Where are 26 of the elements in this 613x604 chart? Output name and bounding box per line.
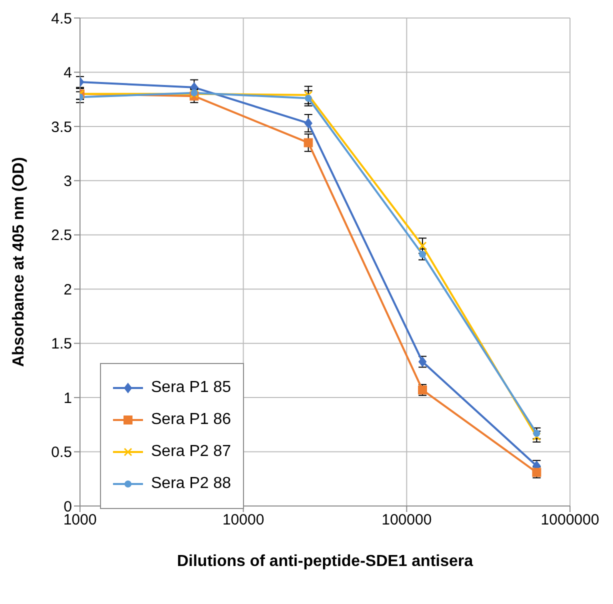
y-tick-label: 1: [64, 390, 72, 407]
y-tick-label: 1.5: [51, 336, 72, 353]
x-tick-label: 100000: [382, 512, 432, 529]
legend-label: Sera P2 88: [151, 475, 232, 493]
point: [418, 241, 427, 250]
x-tick-label: 1000000: [540, 512, 600, 529]
legend-label: Sera P2 87: [151, 443, 232, 461]
y-tick-label: 3: [64, 172, 72, 190]
y-tick-label: 3.5: [51, 118, 72, 136]
point: [304, 138, 313, 148]
point: [418, 250, 426, 258]
x-axis-title: Dilutions of anti-peptide-SDE1 antisera: [176, 553, 474, 570]
point: [304, 90, 313, 100]
y-tick-label: 2.5: [51, 227, 72, 244]
legend-label: Sera P1 86: [151, 411, 232, 429]
point: [533, 430, 540, 437]
y-tick-label: 4.5: [51, 10, 72, 28]
x-tick-label: 10000: [222, 512, 264, 529]
point: [304, 118, 312, 128]
y-tick-label: 4: [64, 64, 72, 82]
legend-label: Sera P1 85: [151, 379, 232, 397]
y-axis-title: Absorbance at 405 nm (OD): [10, 157, 28, 367]
y-tick-label: 0.5: [51, 444, 72, 462]
y-tick-label: 2: [64, 281, 72, 298]
point: [304, 94, 312, 102]
point: [532, 432, 541, 441]
